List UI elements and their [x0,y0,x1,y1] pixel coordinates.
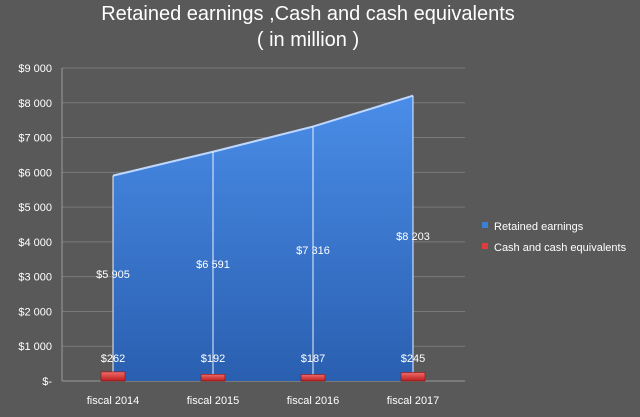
data-label-cash-equivalents: $245 [401,353,425,365]
y-tick-label: $4 000 [18,237,52,249]
x-tick-label: fiscal 2015 [187,395,240,407]
y-tick-label: $6 000 [18,167,52,179]
legend-item-retained-earnings: Retained earnings [482,221,584,233]
axis-layer: $- $1 000 $2 000 $3 000 $4 000 $5 000 $6 000 $7… [18,63,465,407]
data-label-retained-earnings: $8 203 [396,231,430,243]
data-label-retained-earnings: $6 591 [196,259,230,271]
x-tick-label: fiscal 2017 [387,395,440,407]
bar-cash-equivalents [300,374,326,382]
area-top-edge [112,94,414,177]
y-tick-label: $8 000 [18,98,52,110]
data-label-cash-equivalents: $187 [301,353,325,365]
bar-cash-equivalents [200,374,226,382]
x-tick-label: fiscal 2014 [87,395,140,407]
x-tick-label: fiscal 2016 [287,395,340,407]
data-label-cash-equivalents: $192 [201,353,225,365]
chart-title: Retained earnings ,Cash and cash equival… [101,3,515,25]
y-tick-label: $5 000 [18,202,52,214]
bar-cash-equivalents [400,372,426,382]
y-tick-label: $1 000 [18,341,52,353]
y-tick-label: $7 000 [18,133,52,145]
bar-cash-equivalents [100,371,126,382]
y-tick-label: $9 000 [18,63,52,75]
area-layer [112,94,414,381]
label-layer: $5 905 $6 591 $7 316 $8 203 $262 $192 $187 $245 [96,231,430,365]
legend-swatch-cash-equivalents [482,243,488,249]
chart-subtitle: ( in million ) [257,29,359,51]
legend-label-retained-earnings: Retained earnings [494,221,584,233]
legend-item-cash-equivalents: Cash and cash equivalents [482,242,627,254]
legend-swatch-retained-earnings [482,222,488,228]
data-label-cash-equivalents: $262 [101,353,125,365]
area-retained-earnings [113,95,413,381]
data-label-retained-earnings: $7 316 [296,245,330,257]
legend-label-cash-equivalents: Cash and cash equivalents [494,242,627,254]
legend: Retained earnings Cash and cash equivale… [482,221,627,254]
y-tick-label: $- [42,376,52,388]
data-label-retained-earnings: $5 905 [96,269,130,281]
bar-layer [100,371,426,382]
y-tick-label: $2 000 [18,306,52,318]
y-tick-label: $3 000 [18,272,52,284]
